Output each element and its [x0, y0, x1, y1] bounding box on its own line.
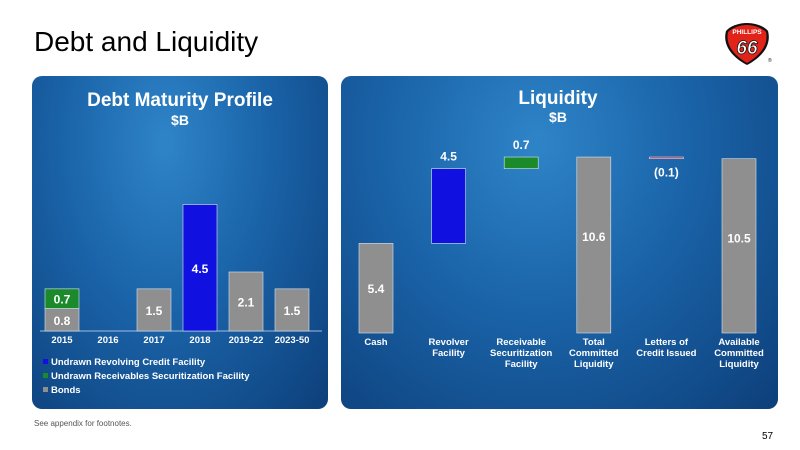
footnote: See appendix for footnotes. [34, 419, 132, 428]
bar-label-revolver-facility: 4.5 [440, 150, 457, 164]
bar-label-bonds-2019-22: 2.1 [238, 295, 255, 309]
liquidity-panel: Liquidity $B 5.4 Cash 4.5 Revolver Facility 0.7… [341, 76, 778, 409]
bar-undrawn-receivables-securitization-facility-2015 [44, 288, 80, 309]
bar-label-receivable-securitization-facility: 0.7 [513, 138, 530, 152]
x-tick-label-2016: 2016 [97, 335, 118, 346]
bar-bonds-2019-22 [228, 271, 264, 332]
bar-label-letters-of-credit-issued: (0.1) [654, 166, 679, 180]
bar-label-available-committed-liquidity: 10.5 [727, 232, 751, 246]
x-tick-label-letters-of-credit-issued: Letters of Credit Issued [636, 337, 696, 359]
legend-label-undrawn-revolving-credit-facility: Undrawn Revolving Credit Facility [51, 357, 206, 368]
logo-shield-fill [727, 25, 767, 63]
page-title: Debt and Liquidity [34, 26, 259, 57]
liquidity-chart: Liquidity$B 5.4 Cash 4.5 Revolver Facility 0.7… [358, 88, 764, 370]
page-number: 57 [762, 431, 774, 442]
legend-label-undrawn-receivables-securitization-facility: Undrawn Receivables Securitization Facil… [51, 371, 250, 382]
bar-bonds-2017 [136, 288, 172, 332]
legend-swatch-undrawn-revolving-credit-facility [43, 359, 48, 364]
bar-label-cash: 5.4 [368, 282, 385, 296]
x-tick-label-2019-22: 2019-22 [229, 335, 264, 346]
bar-label-undrawn-receivables-securitization-facility-2015: 0.7 [54, 293, 71, 307]
x-tick-label-2015: 2015 [51, 335, 73, 346]
bar-label-undrawn-revolving-credit-facility-2018: 4.5 [192, 262, 209, 276]
phillips-66-logo: PHILLIPS 66 ® [725, 23, 772, 65]
legend-label-bonds: Bonds [51, 385, 81, 396]
bar-bonds-2023-50 [274, 288, 310, 332]
legend-swatch-bonds [43, 387, 48, 392]
debt-maturity-chart: Debt Maturity Profile$B 0.8 0.7 2015 2016 1.5… [40, 90, 322, 396]
logo-top-text: PHILLIPS [732, 29, 762, 36]
x-tick-label-receivable-securitization-facility: Receivable Securitization Facility [490, 337, 552, 370]
liquidity-chart-title: Liquidity [518, 88, 598, 109]
x-tick-label-2017: 2017 [143, 335, 164, 346]
bar-total-committed-liquidity [576, 156, 612, 334]
legend-swatch-undrawn-receivables-securitization-facility [43, 373, 48, 378]
bar-label-bonds-2023-50: 1.5 [284, 304, 301, 318]
logo-number: 66 [736, 38, 758, 59]
x-tick-label-2023-50: 2023-50 [275, 335, 310, 346]
bar-label-bonds-2017: 1.5 [146, 304, 163, 318]
debt-chart-title: Debt Maturity Profile [87, 90, 273, 111]
debt-chart-subtitle: $B [171, 112, 189, 128]
x-tick-label-total-committed-liquidity: Total Committed Liquidity [569, 337, 619, 370]
debt-maturity-panel: Debt Maturity Profile $B 0.8 0.7 2015 2016 1.5… [32, 76, 328, 409]
bar-cash [358, 243, 394, 334]
x-tick-label-available-committed-liquidity: Available Committed Liquidity [714, 337, 764, 370]
x-tick-label-cash: Cash [364, 337, 387, 348]
bar-receivable-securitization-facility [503, 156, 539, 169]
logo-registered-mark: ® [768, 57, 772, 64]
bar-label-bonds-2015: 0.8 [54, 314, 71, 328]
liquidity-chart-subtitle: $B [549, 109, 567, 125]
bar-label-total-committed-liquidity: 10.6 [582, 230, 606, 244]
bar-available-committed-liquidity [721, 158, 757, 334]
bar-revolver-facility [431, 168, 466, 244]
bar-undrawn-revolving-credit-facility-2018 [182, 204, 218, 332]
x-tick-label-2018: 2018 [189, 335, 210, 346]
x-tick-label-revolver-facility: Revolver Facility [429, 337, 469, 359]
bar-letters-of-credit-issued [649, 156, 684, 160]
